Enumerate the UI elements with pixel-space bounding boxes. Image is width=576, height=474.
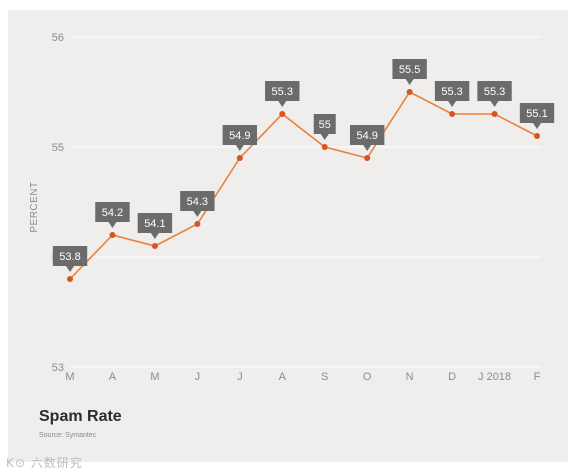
marker-layer: [67, 89, 540, 282]
data-label-text: 55.1: [526, 108, 547, 120]
data-label-text: 55: [319, 119, 331, 131]
data-label-box: [95, 202, 130, 222]
data-label-box: [137, 213, 173, 233]
x-tick-label: O: [363, 371, 372, 383]
data-label: 54.2: [95, 202, 130, 228]
data-label-text: 54.9: [356, 130, 377, 142]
data-label-box: [519, 103, 555, 123]
data-label-box: [434, 81, 470, 101]
data-label-text: 54.1: [144, 218, 165, 230]
y-axis-label: PERCENT: [29, 181, 40, 232]
data-label-text: 55.3: [484, 86, 505, 98]
data-label-pointer: [108, 222, 117, 228]
data-label-text: 55.3: [441, 86, 462, 98]
data-label-pointer: [533, 123, 541, 129]
data-label-box: [52, 246, 88, 266]
grid-layer: [70, 36, 541, 368]
y-tick-label: 55: [52, 142, 64, 154]
data-label: 55.5: [392, 59, 427, 85]
data-label-text: 55.5: [399, 64, 420, 76]
data-label: 53.8: [52, 246, 88, 272]
data-label-pointer: [448, 101, 457, 107]
data-label-text: 54.2: [102, 207, 123, 219]
data-label-box: [392, 59, 427, 79]
data-label: 55.1: [519, 103, 555, 129]
data-label: 54.3: [180, 191, 215, 217]
x-tick-label: S: [321, 371, 328, 383]
data-label: 55.3: [265, 81, 300, 107]
chart-title: Spam Rate: [39, 408, 122, 425]
data-label-pointer: [363, 145, 372, 151]
data-label-pointer: [278, 101, 287, 107]
watermark: K⊙ 六数研究: [6, 456, 83, 470]
x-axis: M A M J J A S O N D J 2018 F: [65, 371, 540, 383]
data-point: [534, 133, 540, 139]
data-label-text: 54.3: [187, 196, 208, 208]
x-tick-label: D: [448, 371, 456, 383]
data-label-pointer: [150, 233, 159, 239]
data-point: [491, 111, 498, 117]
data-point: [449, 111, 456, 117]
data-point: [321, 144, 328, 150]
data-point: [364, 155, 371, 161]
data-point: [406, 89, 413, 95]
data-label-pointer: [405, 79, 414, 85]
x-tick-label: J 2018: [478, 371, 511, 383]
x-tick-label: A: [279, 371, 287, 383]
series-line: [69, 90, 538, 280]
data-point: [236, 155, 243, 161]
data-label-pointer: [235, 145, 244, 151]
data-label: 54.9: [222, 125, 258, 151]
data-label: 54.9: [349, 125, 385, 151]
y-axis: 53545556: [52, 32, 64, 374]
data-label-box: [180, 191, 215, 211]
x-tick-label: M: [150, 371, 159, 383]
data-point: [67, 276, 73, 282]
y-tick-label: 53: [52, 362, 64, 374]
x-tick-label: N: [406, 371, 414, 383]
chart-source: Source: Symantec: [39, 432, 97, 439]
data-label-box: [222, 125, 258, 145]
data-label-pointer: [66, 266, 74, 272]
x-tick-label: J: [195, 371, 201, 383]
x-tick-label: F: [534, 371, 541, 383]
data-label-text: 53.8: [59, 251, 80, 263]
data-point: [109, 232, 116, 238]
data-point: [194, 221, 201, 227]
data-point: [279, 111, 286, 117]
data-label: 55.3: [434, 81, 470, 107]
data-label: 55: [313, 114, 336, 140]
data-label-box: [477, 81, 512, 101]
x-tick-label: M: [65, 371, 74, 383]
data-label: 54.1: [137, 213, 173, 239]
data-label-box: [265, 81, 300, 101]
data-label-box: [349, 125, 385, 145]
x-tick-label: A: [109, 371, 117, 383]
series-line-layer: [69, 90, 538, 280]
x-tick-label: J: [237, 371, 243, 383]
data-label-text: 54.9: [229, 130, 250, 142]
data-label-layer: 53.8 54.2 54.1 54.3 54.9 55.3 55 54.9 55.5 55.3 55…: [52, 59, 555, 272]
data-label-pointer: [320, 134, 329, 140]
data-label-pointer: [490, 101, 499, 107]
y-tick-label: 56: [52, 32, 64, 44]
data-label: 55.3: [477, 81, 512, 107]
data-label-text: 55.3: [272, 86, 293, 98]
data-label-box: [313, 114, 336, 134]
data-label-pointer: [193, 211, 202, 217]
data-point: [151, 243, 158, 249]
